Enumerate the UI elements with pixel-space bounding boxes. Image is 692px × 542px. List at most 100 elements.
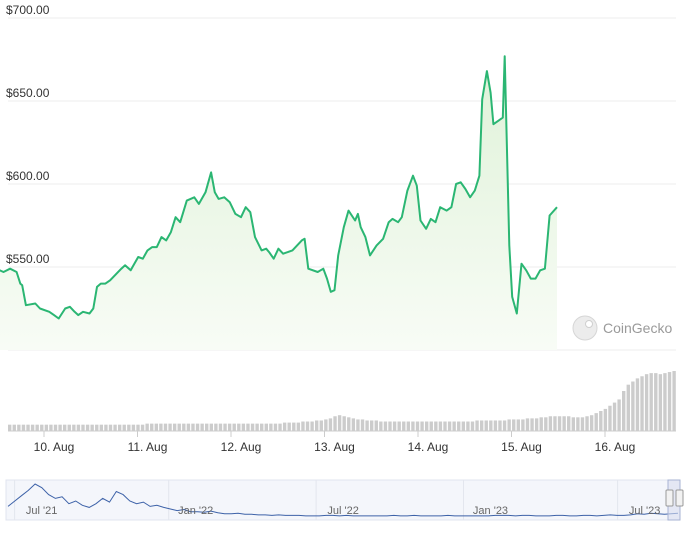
- volume-bar: [424, 421, 429, 431]
- watermark-text: CoinGecko: [603, 320, 672, 336]
- volume-bar: [99, 424, 104, 431]
- price-area: [0, 56, 557, 350]
- volume-bar: [49, 424, 53, 431]
- volume-bar: [649, 373, 653, 431]
- volume-bar: [223, 423, 227, 431]
- x-axis: 10. Aug 11. Aug 12. Aug 13. Aug 14. Aug 15. A…: [34, 431, 635, 454]
- navigator-right-handle[interactable]: [675, 489, 684, 507]
- volume-bar: [260, 423, 264, 431]
- volume-bar: [278, 423, 282, 431]
- volume-bar: [342, 416, 346, 431]
- volume-bar: [8, 424, 12, 431]
- volume-bar: [544, 417, 548, 431]
- volume-bar: [663, 373, 667, 431]
- volume-bar: [177, 423, 181, 431]
- volume-bar: [72, 424, 76, 431]
- volume-bar: [534, 418, 539, 431]
- volume-bar: [30, 424, 35, 431]
- volume-bar: [200, 423, 204, 431]
- y-tick-label: $550.00: [6, 252, 50, 266]
- volume-bar: [186, 423, 191, 431]
- volume-bar: [374, 420, 378, 431]
- volume-bar: [287, 422, 291, 431]
- volume-bar: [172, 423, 177, 431]
- volume-bar: [553, 416, 557, 431]
- volume-bar: [447, 421, 452, 431]
- navigator-left-handle[interactable]: [665, 489, 674, 507]
- volume-bar: [484, 420, 488, 431]
- volume-bar: [131, 424, 136, 431]
- volume-bar: [502, 420, 507, 431]
- volume-bar: [117, 424, 122, 431]
- volume-bar: [580, 417, 585, 431]
- volume-bar: [62, 424, 67, 431]
- volume-bar: [466, 421, 470, 431]
- volume-bar: [562, 416, 566, 431]
- volume-bar: [205, 423, 209, 431]
- volume-bar: [356, 419, 360, 431]
- volume-bar: [658, 374, 663, 431]
- volume-bar: [17, 424, 21, 431]
- volume-bar: [457, 421, 461, 431]
- navigator[interactable]: Jul '21 Jan '22 Jul '22 Jan '23 Jul '23: [5, 479, 684, 521]
- volume-bar: [438, 421, 443, 431]
- volume-bar: [365, 420, 369, 431]
- volume-bar: [475, 420, 479, 431]
- volume-bar: [154, 423, 159, 431]
- volume-bar: [145, 423, 149, 431]
- volume-bar: [237, 423, 241, 431]
- volume-bars: [8, 371, 676, 432]
- navigator-grid: [14, 480, 619, 520]
- volume-bar: [489, 420, 493, 431]
- volume-bar: [95, 424, 99, 431]
- volume-bar: [113, 424, 117, 431]
- volume-bar: [548, 416, 553, 431]
- volume-bar: [525, 418, 530, 431]
- volume-bar: [571, 417, 575, 431]
- volume-bar: [479, 420, 484, 431]
- volume-bar: [168, 423, 172, 431]
- navigator-tick-label: Jul '21: [26, 505, 57, 517]
- navigator-background: [5, 479, 681, 521]
- navigator-x-axis: Jul '21 Jan '22 Jul '22 Jan '23 Jul '23: [26, 505, 660, 517]
- volume-bar: [654, 373, 658, 431]
- volume-bar: [191, 423, 195, 431]
- volume-bar: [76, 424, 81, 431]
- y-tick-label: $650.00: [6, 86, 50, 100]
- y-tick-label: $600.00: [6, 169, 50, 183]
- volume-bar: [567, 416, 571, 431]
- volume-bar: [411, 421, 415, 431]
- volume-bar: [612, 402, 617, 431]
- volume-bar: [351, 418, 356, 431]
- volume-bar: [337, 415, 342, 431]
- navigator-tick-label: Jan '22: [178, 505, 213, 517]
- volume-bar: [214, 423, 218, 431]
- volume-bar: [461, 421, 466, 431]
- y-tick-label: $700.00: [6, 3, 50, 17]
- volume-bar: [255, 423, 259, 431]
- volume-bar: [644, 374, 649, 431]
- volume-bar: [209, 423, 213, 431]
- volume-bar: [397, 421, 401, 431]
- volume-bar: [530, 418, 534, 431]
- volume-bar: [369, 420, 374, 431]
- volume-bar: [159, 423, 163, 431]
- volume-bar: [539, 417, 543, 431]
- volume-bar: [305, 421, 310, 431]
- volume-bar: [264, 423, 268, 431]
- gecko-logo-icon: [572, 315, 598, 341]
- volume-bar: [383, 421, 388, 431]
- volume-bar: [269, 423, 273, 431]
- volume-bar: [241, 423, 246, 431]
- volume-bar: [58, 424, 62, 431]
- volume-bar: [67, 424, 71, 431]
- volume-bar: [576, 417, 580, 431]
- volume-bar: [360, 419, 365, 431]
- volume-bar: [81, 424, 85, 431]
- volume-bar: [434, 421, 438, 431]
- volume-bar: [420, 421, 424, 431]
- volume-bar: [429, 421, 433, 431]
- navigator-line: [7, 483, 679, 517]
- volume-bar: [319, 420, 323, 431]
